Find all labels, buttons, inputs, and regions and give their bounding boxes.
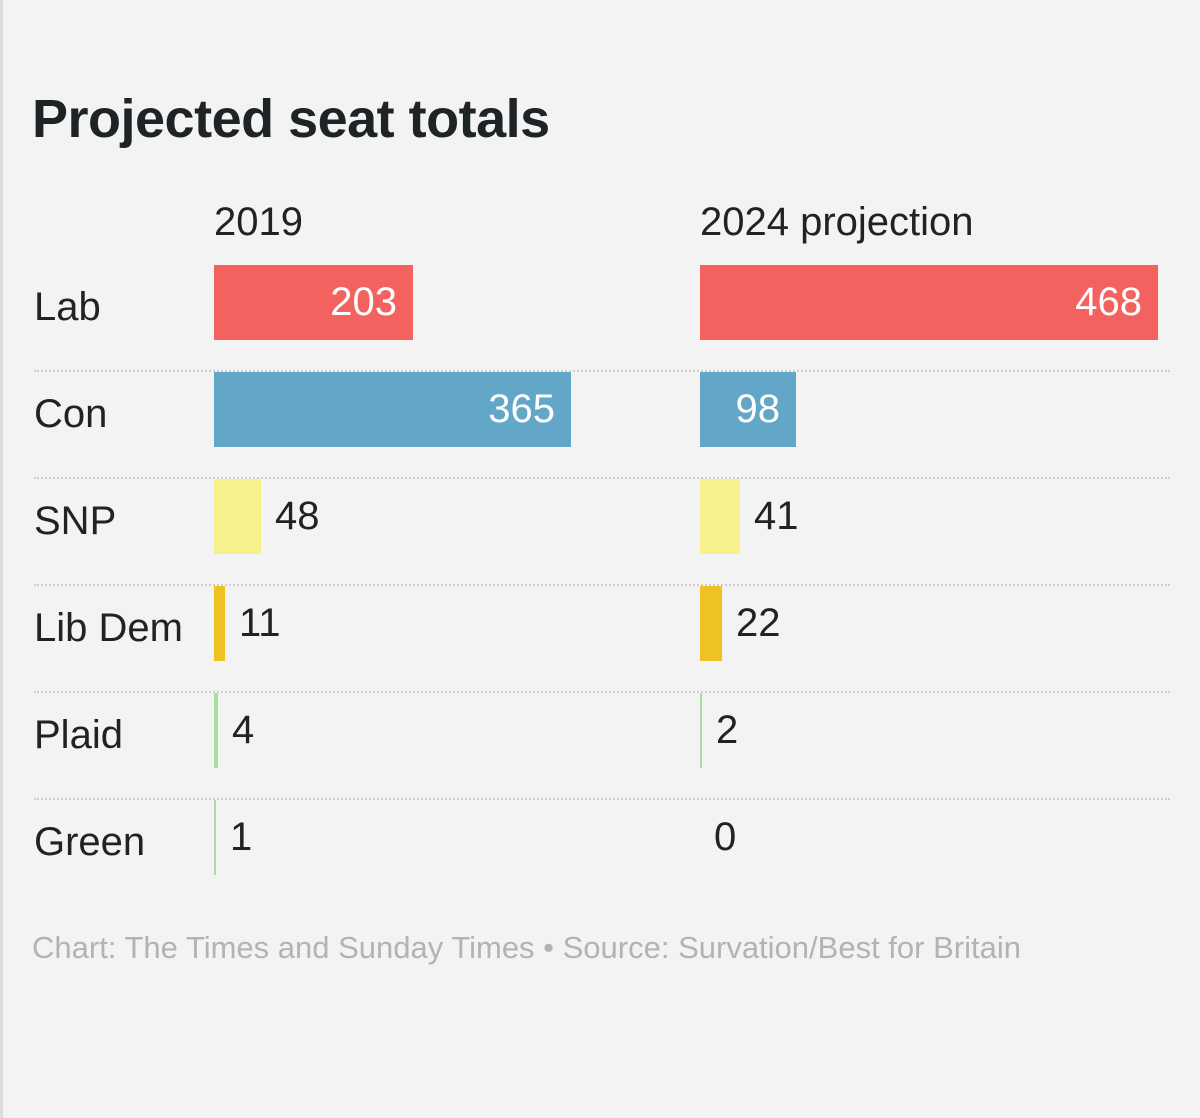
row-divider <box>34 370 1170 372</box>
bar-snp-2024 <box>700 479 740 554</box>
bar-green-2019 <box>214 800 216 875</box>
data-label: 1 <box>230 815 253 859</box>
data-label: 2 <box>716 708 739 752</box>
category-label: Lib Dem <box>34 606 183 650</box>
row-divider <box>34 584 1170 586</box>
category-label: Plaid <box>34 713 123 757</box>
chart-row-plaid: Plaid 4 2 <box>34 693 1170 800</box>
data-label: 468 <box>1075 280 1142 324</box>
chart-row-green: Green 1 0 <box>34 800 1170 907</box>
bar-lib-dem-2019 <box>214 586 225 661</box>
bar-plaid-2024 <box>700 693 702 768</box>
bar-snp-2019 <box>214 479 261 554</box>
chart-title: Projected seat totals <box>32 89 550 149</box>
data-label: 41 <box>754 494 799 538</box>
bar-plaid-2019 <box>214 693 218 768</box>
data-label: 203 <box>330 280 397 324</box>
category-label: SNP <box>34 499 117 543</box>
bar-lab-2024 <box>700 265 1158 340</box>
bar-con-2019 <box>214 372 571 447</box>
row-divider <box>34 691 1170 693</box>
chart-row-snp: SNP 48 41 <box>34 479 1170 586</box>
category-label: Lab <box>34 285 101 329</box>
chart-row-con: Con 365 98 <box>34 372 1170 479</box>
bar-con-2024 <box>700 372 796 447</box>
column-header-2024-projection: 2024 projection <box>700 200 974 244</box>
data-label: 98 <box>735 387 781 431</box>
category-label: Green <box>34 820 146 864</box>
bar-lib-dem-2024 <box>700 586 722 661</box>
chart-row-lab: Lab 203 468 <box>34 265 1170 372</box>
bar-lab-2019 <box>214 265 413 340</box>
category-label: Con <box>34 392 108 436</box>
data-label: 4 <box>232 708 255 752</box>
data-label: 22 <box>736 601 781 645</box>
left-border <box>0 0 3 1118</box>
data-label: 365 <box>488 387 555 431</box>
chart-row-lib-dem: Lib Dem 11 22 <box>34 586 1170 693</box>
row-divider <box>34 798 1170 800</box>
row-divider <box>34 477 1170 479</box>
chart-footer: Chart: The Times and Sunday Times • Sour… <box>32 930 1021 965</box>
column-header-2019: 2019 <box>214 200 303 244</box>
data-label: 0 <box>714 815 737 859</box>
data-label: 48 <box>275 494 320 538</box>
data-label: 11 <box>239 601 281 645</box>
